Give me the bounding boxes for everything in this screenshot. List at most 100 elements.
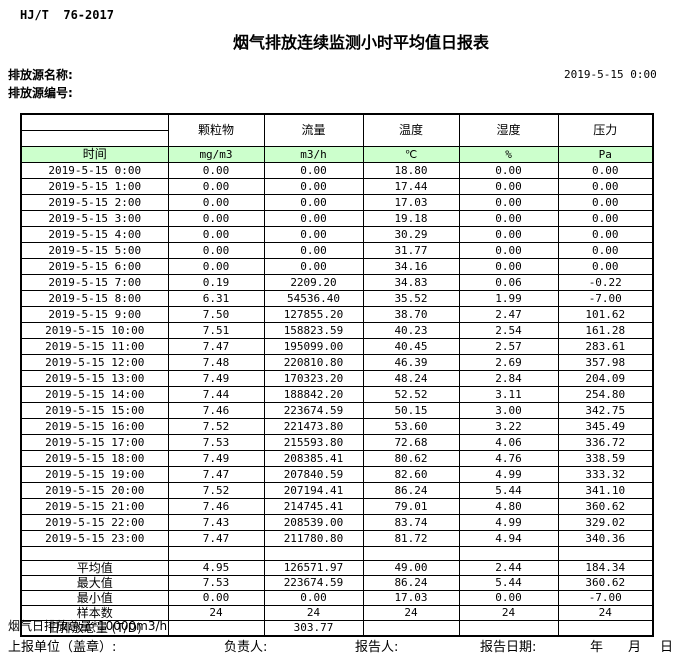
table-row: 2019-5-15 12:00 7.48 220810.80 46.39 2.69 357… <box>20 354 654 371</box>
value-cell-1: 0.00 <box>263 242 364 259</box>
time-cell: 2019-5-15 15:00 <box>20 402 169 419</box>
table-row: 2019-5-15 3:00 0.00 0.00 19.18 0.00 0.00 <box>20 210 654 227</box>
value-cell-3: 4.06 <box>458 434 559 451</box>
value-cell-2: 46.39 <box>362 354 460 371</box>
value-cell-0: 7.49 <box>167 450 265 467</box>
value-cell-4: 340.36 <box>557 530 654 547</box>
summary-label-cell: 样本数 <box>20 605 169 621</box>
time-cell: 2019-5-15 5:00 <box>20 242 169 259</box>
value-cell-0: 7.47 <box>167 530 265 547</box>
value-cell-1: 158823.59 <box>263 322 364 339</box>
value-cell-1: 207840.59 <box>263 466 364 483</box>
value-cell-0: 7.51 <box>167 322 265 339</box>
column-header-0: 颗粒物 <box>167 113 265 147</box>
value-cell-4: 342.75 <box>557 402 654 419</box>
time-cell: 2019-5-15 3:00 <box>20 210 169 227</box>
value-cell-1: 223674.59 <box>263 402 364 419</box>
spacer-row <box>20 546 654 561</box>
report-datetime: 2019-5-15 0:00 <box>564 68 657 81</box>
value-cell-1: 208539.00 <box>263 514 364 531</box>
table-row: 2019-5-15 8:00 6.31 54536.40 35.52 1.99 -7.00 <box>20 290 654 307</box>
value-cell-2: 72.68 <box>362 434 460 451</box>
time-header-upper-cell <box>20 113 169 131</box>
summary-value-cell-3 <box>458 620 559 637</box>
value-cell-0: 0.00 <box>167 194 265 211</box>
summary-value-cell-2: 17.03 <box>362 590 460 606</box>
table-row: 2019-5-15 1:00 0.00 0.00 17.44 0.00 0.00 <box>20 178 654 195</box>
value-cell-1: 211780.80 <box>263 530 364 547</box>
value-cell-0: 7.48 <box>167 354 265 371</box>
value-cell-3: 2.84 <box>458 370 559 387</box>
time-cell: 2019-5-15 7:00 <box>20 274 169 291</box>
value-cell-0: 7.47 <box>167 338 265 355</box>
summary-value-cell-3: 2.44 <box>458 560 559 576</box>
value-cell-0: 7.52 <box>167 482 265 499</box>
year-label: 年 <box>590 640 604 655</box>
time-cell: 2019-5-15 22:00 <box>20 514 169 531</box>
value-cell-3: 0.00 <box>458 226 559 243</box>
time-cell: 2019-5-15 23:00 <box>20 530 169 547</box>
table-row: 2019-5-15 9:00 7.50 127855.20 38.70 2.47 101.… <box>20 306 654 323</box>
value-cell-1: 0.00 <box>263 162 364 179</box>
value-cell-4: 0.00 <box>557 242 654 259</box>
value-cell-2: 38.70 <box>362 306 460 323</box>
time-cell: 2019-5-15 19:00 <box>20 466 169 483</box>
time-cell: 2019-5-15 10:00 <box>20 322 169 339</box>
time-cell: 2019-5-15 16:00 <box>20 418 169 435</box>
value-cell-1: 0.00 <box>263 226 364 243</box>
value-cell-2: 34.83 <box>362 274 460 291</box>
value-cell-1: 195099.00 <box>263 338 364 355</box>
standard-number: HJ/T 76-2017 <box>20 8 114 22</box>
value-cell-1: 127855.20 <box>263 306 364 323</box>
table-row: 2019-5-15 13:00 7.49 170323.20 48.24 2.84 204… <box>20 370 654 387</box>
value-cell-3: 3.22 <box>458 418 559 435</box>
value-cell-4: 0.00 <box>557 258 654 275</box>
table-row: 2019-5-15 19:00 7.47 207840.59 82.60 4.99 333… <box>20 466 654 483</box>
value-cell-1: 188842.20 <box>263 386 364 403</box>
summary-value-cell-4 <box>557 620 654 637</box>
value-cell-0: 7.46 <box>167 498 265 515</box>
value-cell-3: 1.99 <box>458 290 559 307</box>
value-cell-2: 80.62 <box>362 450 460 467</box>
value-cell-1: 221473.80 <box>263 418 364 435</box>
reporter-label: 报告人: <box>355 640 399 655</box>
value-cell-0: 7.47 <box>167 466 265 483</box>
summary-value-cell-2: 86.24 <box>362 575 460 591</box>
value-cell-3: 2.54 <box>458 322 559 339</box>
unit-cell-2: ℃ <box>362 146 460 163</box>
column-header-4: 压力 <box>557 113 654 147</box>
spacer-cell <box>458 546 559 561</box>
time-cell: 2019-5-15 6:00 <box>20 258 169 275</box>
unit-cell-4: Pa <box>557 146 654 163</box>
day-label: 日 <box>660 640 674 655</box>
value-cell-2: 53.60 <box>362 418 460 435</box>
value-cell-2: 18.80 <box>362 162 460 179</box>
value-cell-2: 19.18 <box>362 210 460 227</box>
summary-label-cell: 平均值 <box>20 560 169 576</box>
value-cell-0: 0.00 <box>167 242 265 259</box>
value-cell-1: 0.00 <box>263 178 364 195</box>
value-cell-3: 4.80 <box>458 498 559 515</box>
value-cell-4: 0.00 <box>557 194 654 211</box>
value-cell-0: 7.44 <box>167 386 265 403</box>
summary-value-cell-1: 0.00 <box>263 590 364 606</box>
summary-value-cell-3: 24 <box>458 605 559 621</box>
summary-value-cell-2 <box>362 620 460 637</box>
value-cell-1: 214745.41 <box>263 498 364 515</box>
unit-cell-1: m3/h <box>263 146 364 163</box>
value-cell-4: 341.10 <box>557 482 654 499</box>
summary-value-cell-0: 4.95 <box>167 560 265 576</box>
value-cell-4: -7.00 <box>557 290 654 307</box>
value-cell-2: 31.77 <box>362 242 460 259</box>
value-cell-4: 161.28 <box>557 322 654 339</box>
summary-value-cell-3: 0.00 <box>458 590 559 606</box>
time-cell: 2019-5-15 13:00 <box>20 370 169 387</box>
summary-value-cell-1: 24 <box>263 605 364 621</box>
value-cell-0: 0.00 <box>167 210 265 227</box>
spacer-cell <box>167 546 265 561</box>
time-cell: 2019-5-15 1:00 <box>20 178 169 195</box>
report-date-label: 报告日期: <box>480 640 537 655</box>
value-cell-2: 79.01 <box>362 498 460 515</box>
value-cell-3: 2.69 <box>458 354 559 371</box>
